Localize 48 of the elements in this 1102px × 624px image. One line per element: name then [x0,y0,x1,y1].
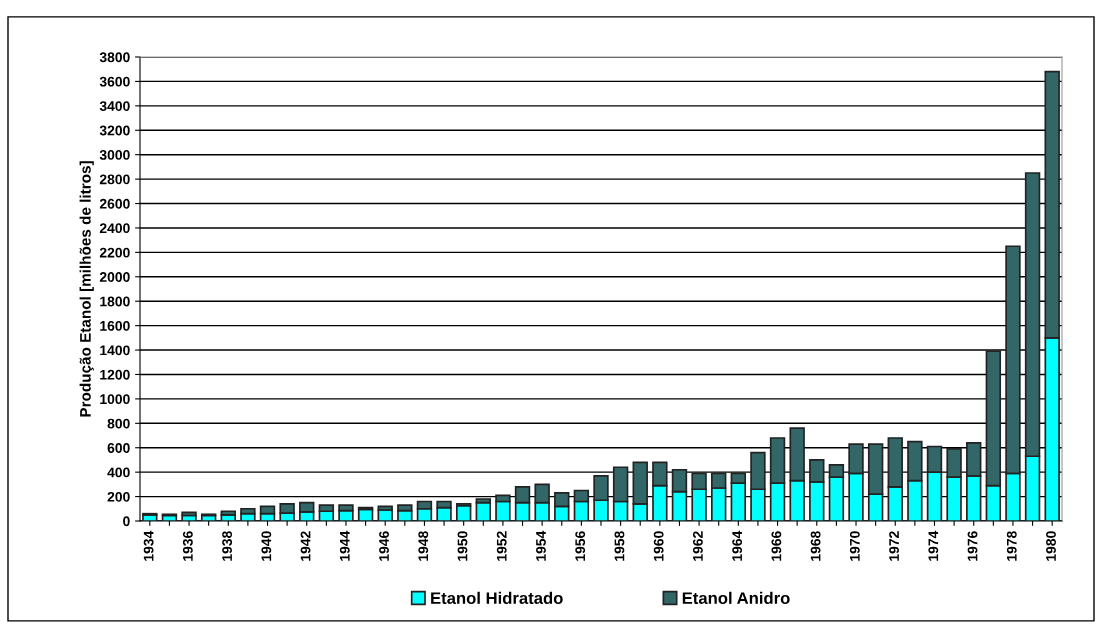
x-tick-label: 1968 [810,531,821,561]
x-tick-label: 1936 [182,531,193,561]
y-tick-label: 2400 [99,223,130,234]
x-tick-label: 1950 [457,531,468,561]
y-tick-label: 3400 [99,101,130,112]
x-tick-label: 1976 [967,531,978,561]
x-tick-label: 1980 [1046,531,1056,561]
y-axis-title: Produção Etanol [milhões de litros] [79,161,94,417]
x-tick-label: 1956 [575,531,586,561]
y-tick-label: 3800 [99,52,130,63]
legend-label: Etanol Hidratado [431,591,563,605]
y-tick-label: 3600 [99,76,130,87]
y-tick-label: 1200 [100,369,130,380]
x-tick-label: 1962 [692,531,703,561]
y-tick-label: 2000 [99,272,130,282]
legend-label: Etanol Anidro [682,591,790,605]
x-tick-label: 1934 [143,530,154,561]
y-tick-label: 3000 [99,150,130,160]
y-tick-label: 600 [107,443,130,453]
x-tick-label: 1960 [653,531,664,561]
x-tick-label: 1972 [889,531,899,561]
y-tick-label: 400 [107,467,130,478]
x-tick-label: 1970 [849,531,860,561]
x-tick-label: 1944 [339,530,350,561]
y-tick-label: 1600 [100,320,130,331]
x-tick-label: 1940 [261,531,272,561]
x-tick-label: 1948 [418,531,429,561]
x-tick-label: 1946 [379,531,389,561]
x-tick-label: 1954 [536,530,546,561]
x-tick-label: 1974 [928,530,939,561]
y-tick-label: 2600 [99,198,130,209]
x-tick-label: 1978 [1006,531,1017,561]
x-tick-label: 1952 [496,531,507,561]
y-tick-label: 2800 [99,174,130,185]
y-tick-label: 1400 [100,345,130,356]
bar [181,511,197,517]
x-tick-label: 1938 [222,531,233,561]
y-tick-label: 800 [107,418,130,429]
x-tick-label: 1964 [732,530,743,561]
y-tick-label: 3200 [99,125,130,136]
y-tick-label: 1800 [100,296,130,307]
x-tick-label: 1966 [771,531,782,561]
y-tick-label: 1000 [100,394,130,405]
y-tick-label: 200 [107,491,130,502]
x-tick-label: 1958 [614,531,625,561]
y-tick-label: 2200 [99,247,130,258]
x-tick-label: 1942 [300,531,311,561]
y-tick-label: 0 [123,516,130,527]
